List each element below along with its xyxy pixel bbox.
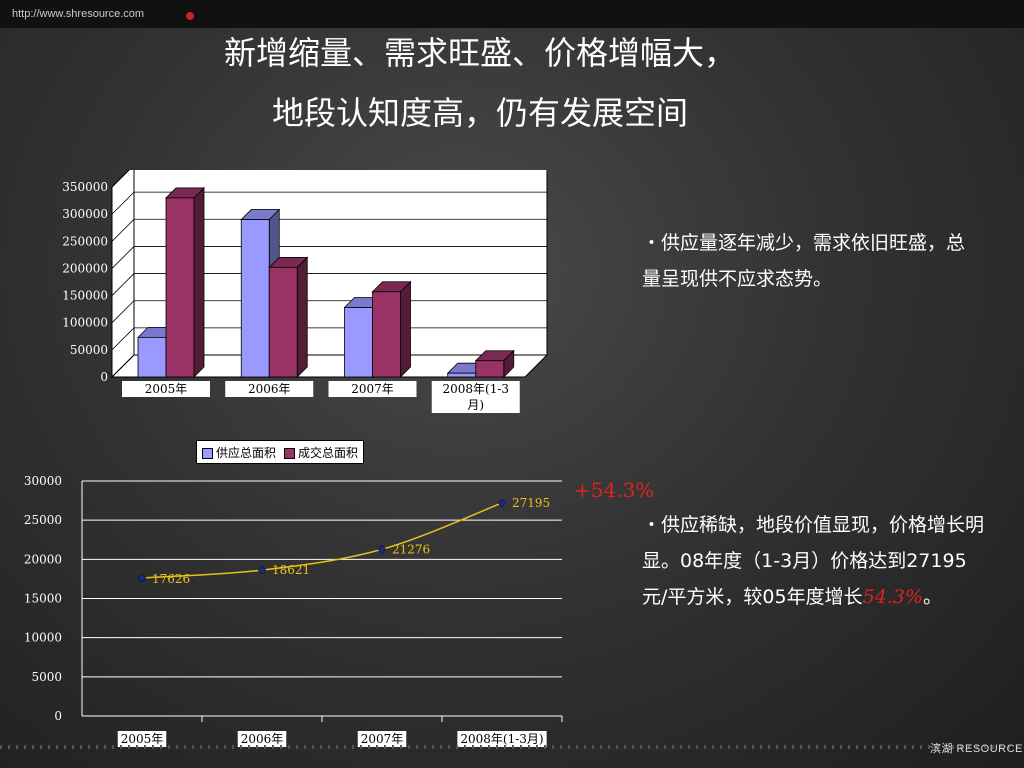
bar-category-label: 2007年 <box>351 382 394 396</box>
legend-supply-swatch <box>202 447 213 459</box>
bar-gridline <box>111 170 130 188</box>
line-y-tick-label: 0 <box>54 709 62 723</box>
price-marker <box>257 565 267 575</box>
line-category-label: 2007年 <box>361 732 404 746</box>
legend-supply-label: 供应总面积 <box>216 445 277 460</box>
bar-supply <box>447 372 477 378</box>
bar-category-box <box>431 381 520 413</box>
bar-gridline <box>111 218 547 242</box>
bar-y-tick-label: 150000 <box>62 289 108 303</box>
price-marker <box>137 573 147 583</box>
bullet-supply: ・供应量逐年减少，需求依旧旺盛，总量呈现供不应求态势。 <box>642 232 966 290</box>
line-category-label: 2008年(1-3月) <box>460 732 543 746</box>
line-category-box <box>117 731 167 747</box>
legend-supply: 供应总面积 <box>202 444 276 461</box>
bar-y-tick-label: 350000 <box>62 180 108 194</box>
bar-y-tick-label: 200000 <box>62 261 108 275</box>
bar-y-tick-label: 0 <box>100 370 108 384</box>
line-category-box <box>457 731 547 747</box>
line-y-tick-label: 20000 <box>24 552 62 566</box>
bar-legend: 供应总面积 成交总面积 <box>196 440 365 464</box>
line-y-tick-label: 25000 <box>24 513 62 527</box>
bar-y-tick-label: 50000 <box>70 343 108 357</box>
top-bar <box>0 0 1024 28</box>
line-category-label: 2006年 <box>241 732 284 746</box>
legend-deal-label: 成交总面积 <box>298 445 359 460</box>
line-y-tick-label: 5000 <box>31 670 62 684</box>
bar-category-box <box>328 381 417 397</box>
line-y-tick-label: 10000 <box>24 631 62 645</box>
brand-logo: 滨湖 RESOURCE <box>930 743 1023 755</box>
bar-chart: 0 50000 100000 150000 200000 250000 300000 3500… <box>62 170 549 413</box>
bar-gridline <box>111 246 547 269</box>
site-url: http://www.shresource.com <box>12 8 145 20</box>
bar-supply <box>240 219 270 378</box>
price-data-label: 18621 <box>272 563 310 577</box>
bar-category-label: 月) <box>467 398 484 412</box>
line-y-tick-label: 30000 <box>24 474 62 488</box>
legend-deal: 成交总面积 <box>284 444 358 461</box>
line-category-label: 2005年 <box>121 732 164 746</box>
price-marker <box>497 498 507 508</box>
bar-side <box>296 256 308 378</box>
bullet-price-end: 。 <box>922 586 942 608</box>
bar-category-label: 2005年 <box>145 382 188 396</box>
legend-deal-swatch <box>284 447 296 459</box>
price-marker <box>377 544 387 554</box>
bar-y-tick-label: 250000 <box>62 234 108 248</box>
bar-deal <box>372 291 401 378</box>
bar-supply <box>137 336 167 378</box>
bar-category-box <box>122 381 210 397</box>
footer-dotted-line <box>0 745 1024 749</box>
line-chart: 0 5000 10000 15000 20000 25000 30000 2005年 2006年… <box>24 474 563 747</box>
bar-side-wall <box>111 170 135 379</box>
price-data-label: 21276 <box>392 542 430 556</box>
bar-gridline <box>111 191 547 215</box>
bullet-price-text: ・供应稀缺，地段价值显现，价格增长明显。08年度（1-3月）价格达到27195元… <box>642 514 985 608</box>
bar-side <box>400 280 411 378</box>
bar-category-label: 2006年 <box>248 382 291 396</box>
bar-gridline <box>111 273 547 296</box>
price-data-label: 27195 <box>512 496 550 510</box>
bullet-price-highlight: 54.3% <box>862 586 923 608</box>
bullet-price: ・供应稀缺，地段价值显现，价格增长明显。08年度（1-3月）价格达到27195元… <box>642 507 992 615</box>
price-line <box>141 502 503 579</box>
page-title-line1: 新增缩量、需求旺盛、价格增幅大， <box>223 34 736 72</box>
bar-category-label: 2008年(1-3 <box>442 382 509 396</box>
growth-label: +54.3% <box>574 478 655 502</box>
bar-supply <box>344 307 373 378</box>
bar-deal <box>268 266 298 378</box>
price-data-label: 17626 <box>152 572 190 586</box>
page-title-line2: 地段认知度高，仍有发展空间 <box>271 94 688 132</box>
bar-deal <box>475 360 505 378</box>
line-category-box <box>237 731 287 747</box>
line-y-tick-label: 15000 <box>24 592 62 606</box>
bar-y-tick-label: 100000 <box>62 316 108 330</box>
bar-side <box>193 186 205 378</box>
bar-y-tick-label: 300000 <box>62 207 108 221</box>
bar-deal <box>165 197 195 378</box>
bar-category-box <box>225 381 314 397</box>
logo-dot-icon <box>186 12 194 20</box>
line-category-box <box>357 731 407 747</box>
